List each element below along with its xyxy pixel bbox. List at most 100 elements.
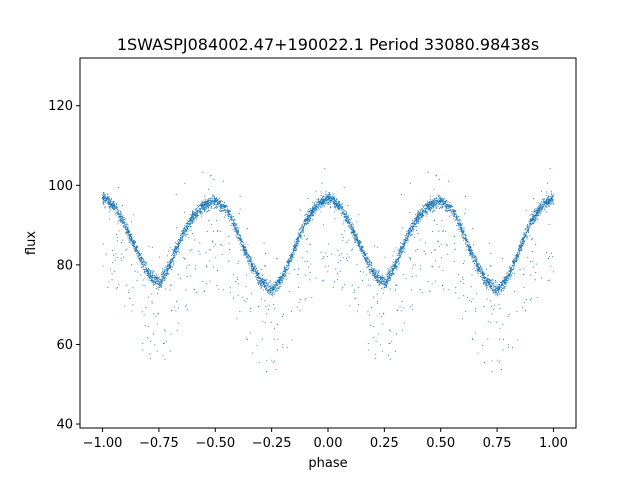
data-point: [384, 286, 386, 288]
data-point: [306, 213, 308, 215]
data-point: [375, 272, 377, 274]
data-point: [215, 198, 217, 200]
data-point: [489, 287, 491, 289]
data-point: [245, 249, 247, 251]
data-point: [500, 284, 503, 286]
data-point: [254, 272, 256, 274]
data-point: [248, 258, 250, 260]
data-point: [541, 205, 543, 207]
data-point: [338, 207, 340, 209]
data-point: [239, 237, 241, 239]
data-point: [345, 218, 347, 220]
data-point: [412, 229, 415, 231]
data-point: [334, 204, 336, 206]
data-point: [524, 233, 526, 236]
data-point: [249, 264, 251, 266]
data-point: [408, 230, 410, 232]
data-point: [237, 239, 239, 241]
data-point: [424, 211, 426, 213]
data-point: [235, 231, 237, 233]
data-point: [402, 250, 404, 252]
data-point: [330, 199, 332, 201]
data-point: [439, 201, 441, 204]
data-point: [494, 288, 496, 290]
data-point: [476, 258, 478, 260]
data-point: [455, 217, 457, 219]
data-point: [540, 213, 542, 215]
data-point: [135, 252, 138, 255]
data-point: [433, 204, 435, 207]
data-point: [428, 208, 430, 210]
data-point: [267, 284, 269, 286]
data-point: [155, 279, 157, 281]
data-point: [529, 218, 531, 220]
data-point: [550, 192, 552, 194]
data-point: [312, 208, 314, 210]
data-point: [298, 236, 300, 238]
data-point: [513, 264, 515, 266]
data-point: [531, 219, 533, 221]
data-point: [110, 209, 112, 211]
data-point: [113, 207, 115, 209]
data-point: [250, 259, 252, 261]
data-point: [524, 240, 526, 242]
data-point: [403, 245, 405, 247]
data-point: [546, 199, 548, 202]
data-point: [375, 280, 377, 282]
data-point: [138, 252, 140, 254]
data-point: [144, 261, 147, 263]
data-point: [439, 200, 442, 202]
data-point: [437, 199, 439, 201]
data-point: [382, 275, 384, 277]
data-point: [129, 238, 131, 240]
data-point: [175, 247, 177, 249]
data-point: [277, 289, 279, 291]
data-point: [343, 210, 345, 212]
data-point: [525, 235, 527, 237]
data-point: [537, 202, 539, 204]
data-point: [432, 205, 434, 207]
data-point: [160, 284, 162, 286]
data-point: [194, 209, 196, 211]
data-point: [324, 202, 327, 204]
data-point: [432, 201, 434, 203]
data-point: [549, 198, 551, 200]
data-point: [103, 201, 105, 203]
data-point: [216, 205, 218, 207]
data-point: [116, 213, 118, 215]
data-point: [403, 238, 405, 241]
data-point: [163, 274, 165, 276]
data-point: [269, 288, 271, 290]
data-point: [160, 281, 162, 283]
data-point: [329, 195, 331, 197]
data-point: [133, 240, 135, 242]
data-point: [422, 205, 424, 207]
data-point: [229, 219, 231, 222]
data-point: [354, 234, 356, 236]
data-point: [210, 197, 212, 199]
data-point: [249, 269, 251, 271]
data-point: [417, 212, 419, 214]
data-point: [161, 279, 163, 282]
data-point: [262, 280, 264, 282]
data-point: [367, 265, 370, 267]
data-point: [431, 207, 433, 209]
data-point: [247, 257, 250, 259]
data-point: [473, 253, 475, 256]
data-point: [162, 279, 164, 281]
data-point: [512, 265, 514, 267]
data-point: [353, 237, 355, 239]
data-point: [148, 269, 151, 271]
data-point: [378, 271, 380, 273]
data-point: [483, 284, 485, 286]
data-point: [420, 217, 422, 219]
data-point: [115, 210, 117, 212]
data-point: [306, 223, 308, 225]
data-point: [412, 222, 414, 224]
data-point: [474, 264, 476, 266]
data-point: [449, 204, 451, 206]
data-point: [143, 259, 145, 262]
data-point: [343, 220, 345, 222]
data-point: [437, 196, 440, 198]
data-point: [301, 235, 303, 237]
